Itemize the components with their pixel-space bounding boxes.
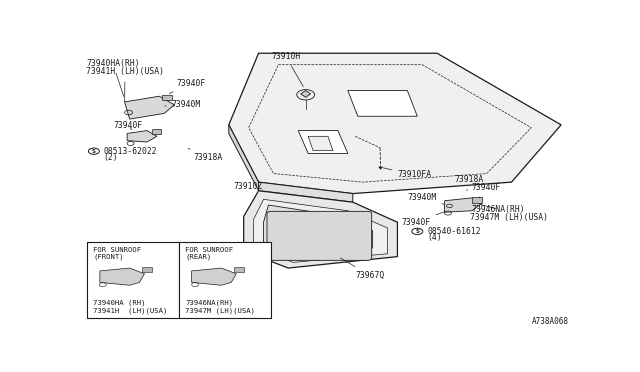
Polygon shape xyxy=(379,167,383,169)
Text: FOR SUNROOF
(REAR): FOR SUNROOF (REAR) xyxy=(185,247,233,260)
Text: 73910FA: 73910FA xyxy=(383,168,431,179)
Polygon shape xyxy=(472,197,482,203)
Polygon shape xyxy=(125,96,174,119)
Text: 73918A: 73918A xyxy=(454,175,484,191)
Polygon shape xyxy=(264,205,372,257)
Polygon shape xyxy=(229,125,259,191)
Text: 73918A: 73918A xyxy=(188,148,222,162)
Polygon shape xyxy=(127,131,157,142)
Text: 73940F: 73940F xyxy=(114,121,143,130)
Polygon shape xyxy=(445,198,482,212)
Text: 08540-61612: 08540-61612 xyxy=(428,227,481,236)
FancyBboxPatch shape xyxy=(267,211,372,260)
Polygon shape xyxy=(142,267,152,272)
Polygon shape xyxy=(308,136,333,151)
Text: 73940HA(RH): 73940HA(RH) xyxy=(86,59,140,96)
Text: (2): (2) xyxy=(104,153,118,162)
Text: 08513-62022: 08513-62022 xyxy=(104,147,157,156)
Polygon shape xyxy=(259,182,353,202)
Polygon shape xyxy=(348,90,417,116)
Text: S: S xyxy=(92,149,96,154)
Text: 73940F: 73940F xyxy=(401,212,444,227)
Text: (4): (4) xyxy=(428,234,442,243)
Text: 73967Q: 73967Q xyxy=(340,258,385,280)
Polygon shape xyxy=(244,191,397,268)
Bar xyxy=(179,242,271,318)
Text: 73940F: 73940F xyxy=(472,183,501,198)
Text: 73946NA(RH)
73947M (LH)(USA): 73946NA(RH) 73947M (LH)(USA) xyxy=(185,300,255,314)
Polygon shape xyxy=(301,90,310,97)
Text: 73941H (LH)(USA): 73941H (LH)(USA) xyxy=(86,67,164,102)
Polygon shape xyxy=(253,199,388,262)
Text: FOR SUNROOF
(FRONT): FOR SUNROOF (FRONT) xyxy=(93,247,141,260)
Text: 73940HA (RH)
73941H  (LH)(USA): 73940HA (RH) 73941H (LH)(USA) xyxy=(93,300,168,314)
Text: 73940M: 73940M xyxy=(408,193,445,205)
Text: 73910Z: 73910Z xyxy=(234,179,266,191)
Text: 73940F: 73940F xyxy=(170,79,206,94)
Text: 73946NA(RH): 73946NA(RH) xyxy=(472,204,525,214)
Polygon shape xyxy=(234,267,244,272)
Polygon shape xyxy=(191,268,236,285)
Polygon shape xyxy=(229,53,561,193)
Text: S: S xyxy=(415,229,419,234)
Polygon shape xyxy=(162,95,172,100)
Bar xyxy=(88,242,179,318)
Text: A738A068: A738A068 xyxy=(532,317,568,326)
Text: 73940M: 73940M xyxy=(164,100,201,109)
Text: 73910H: 73910H xyxy=(271,52,303,87)
Polygon shape xyxy=(100,268,145,285)
Text: 73947M (LH)(USA): 73947M (LH)(USA) xyxy=(470,209,548,222)
Polygon shape xyxy=(298,131,348,154)
Polygon shape xyxy=(152,129,161,134)
